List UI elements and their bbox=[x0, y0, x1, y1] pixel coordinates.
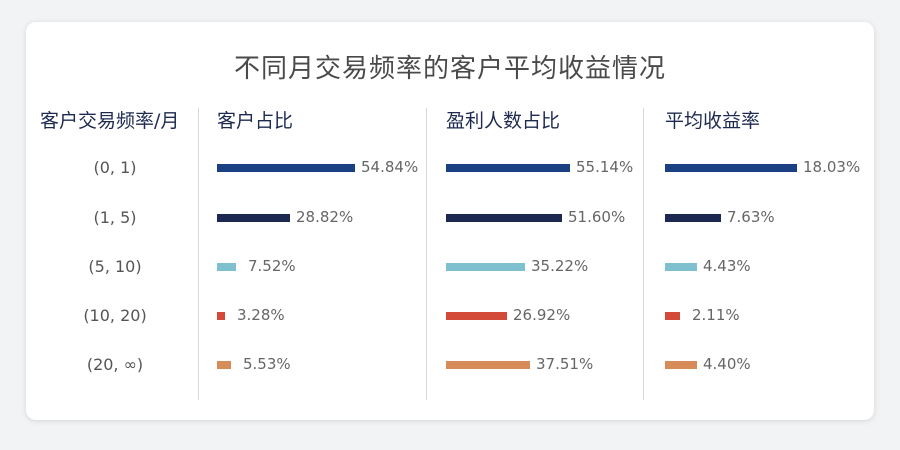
value-label-customer-share: 28.82% bbox=[296, 208, 354, 226]
bar-profit-share bbox=[446, 361, 530, 369]
divider-3 bbox=[643, 108, 644, 400]
value-label-customer-share: 7.52% bbox=[248, 257, 296, 275]
bar-avg-return bbox=[665, 164, 797, 172]
row-label: (1, 5) bbox=[93, 208, 137, 227]
value-label-profit-share: 37.51% bbox=[536, 355, 594, 373]
row-header: 客户交易频率/月 bbox=[40, 110, 180, 132]
series-header-customer-share: 客户占比 bbox=[217, 110, 294, 132]
bar-customer-share bbox=[217, 263, 236, 271]
series-header-profit-share: 盈利人数占比 bbox=[446, 110, 561, 132]
chart-title: 不同月交易频率的客户平均收益情况 bbox=[233, 54, 666, 84]
bar-avg-return bbox=[665, 214, 721, 222]
bar-customer-share bbox=[217, 164, 355, 172]
row-label: (5, 10) bbox=[88, 257, 142, 276]
row-label: (0, 1) bbox=[93, 158, 137, 177]
value-label-profit-share: 55.14% bbox=[576, 158, 634, 176]
bar-profit-share bbox=[446, 312, 507, 320]
value-label-avg-return: 4.40% bbox=[703, 355, 751, 373]
value-label-profit-share: 35.22% bbox=[531, 257, 589, 275]
value-label-customer-share: 3.28% bbox=[237, 306, 285, 324]
value-label-avg-return: 4.43% bbox=[703, 257, 751, 275]
row-label: (20, ∞) bbox=[86, 355, 144, 374]
bar-avg-return bbox=[665, 361, 697, 369]
bar-profit-share bbox=[446, 164, 570, 172]
value-label-avg-return: 7.63% bbox=[727, 208, 775, 226]
bar-profit-share bbox=[446, 214, 562, 222]
bar-customer-share bbox=[217, 312, 225, 320]
value-label-avg-return: 2.11% bbox=[692, 306, 740, 324]
bar-profit-share bbox=[446, 263, 525, 271]
bar-avg-return bbox=[665, 312, 680, 320]
value-label-avg-return: 18.03% bbox=[803, 158, 861, 176]
value-label-customer-share: 54.84% bbox=[361, 158, 419, 176]
value-label-customer-share: 5.53% bbox=[243, 355, 291, 373]
value-label-profit-share: 26.92% bbox=[513, 306, 571, 324]
bar-customer-share bbox=[217, 214, 290, 222]
bar-avg-return bbox=[665, 263, 697, 271]
row-label: (10, 20) bbox=[83, 306, 147, 325]
series-header-avg-return: 平均收益率 bbox=[665, 110, 761, 132]
bar-customer-share bbox=[217, 361, 231, 369]
divider-1 bbox=[198, 108, 199, 400]
divider-2 bbox=[426, 108, 427, 400]
value-label-profit-share: 51.60% bbox=[568, 208, 626, 226]
